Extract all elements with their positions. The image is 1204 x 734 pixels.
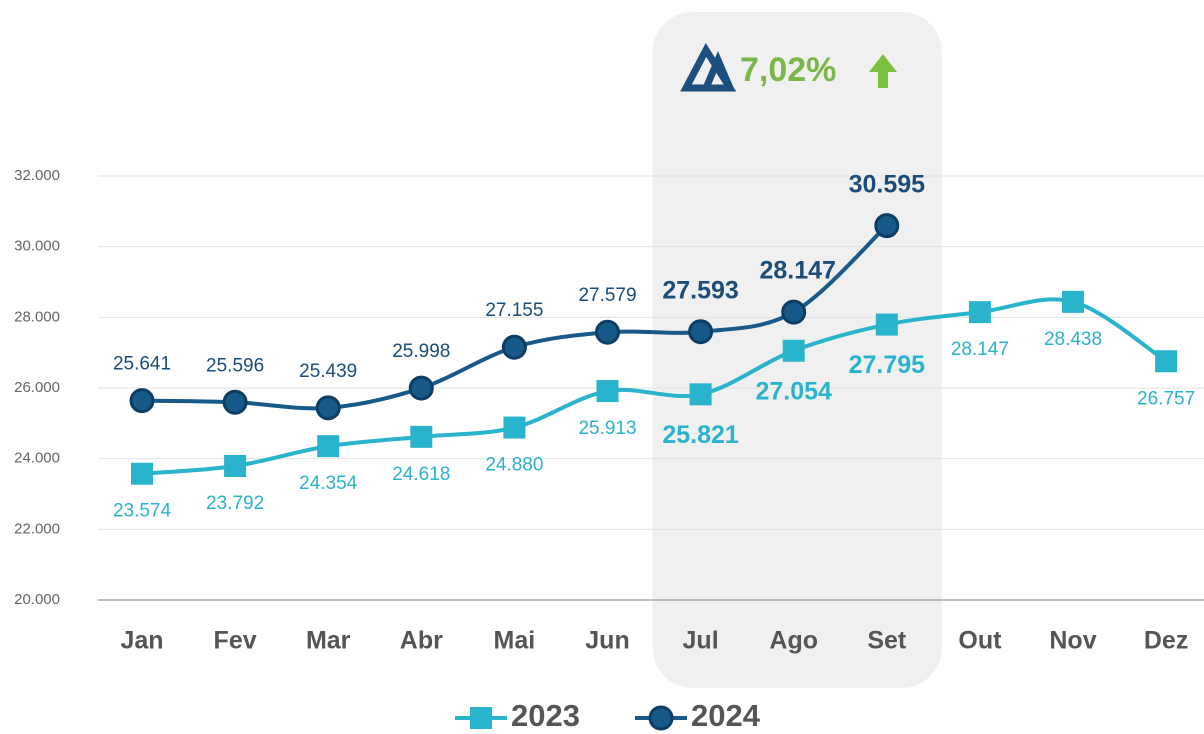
marker	[501, 334, 527, 360]
data-label: 27.155	[485, 300, 543, 321]
data-label: 28.147	[759, 257, 835, 285]
marker	[875, 313, 898, 336]
legend-label: 2024	[691, 698, 761, 733]
data-label: 30.595	[849, 170, 926, 198]
y-tick-label: 32.000	[14, 167, 60, 184]
marker	[1155, 350, 1178, 373]
x-tick-label: Dez	[1144, 627, 1188, 655]
data-label: 25.596	[206, 355, 264, 376]
data-label: 26.757	[1137, 388, 1195, 409]
marker	[968, 301, 991, 324]
data-label: 28.147	[951, 339, 1009, 360]
data-label: 27.593	[662, 276, 738, 304]
data-label: 27.795	[849, 351, 926, 379]
y-tick-label: 26.000	[14, 379, 60, 396]
legend-label: 2023	[511, 698, 580, 733]
data-label: 24.354	[299, 473, 358, 494]
marker	[222, 389, 248, 415]
x-tick-label: Jan	[120, 627, 163, 655]
y-tick-label: 22.000	[14, 520, 60, 537]
x-tick-label: Jul	[683, 627, 719, 655]
x-tick-label: Mar	[306, 627, 351, 655]
data-label: 25.998	[392, 341, 450, 362]
marker	[408, 375, 434, 401]
x-tick-label: Out	[958, 627, 1002, 655]
legend-marker	[648, 705, 674, 731]
data-label: 25.641	[113, 354, 171, 375]
marker	[317, 435, 340, 458]
x-tick-label: Ago	[769, 627, 818, 655]
data-label: 23.792	[206, 493, 264, 514]
x-tick-label: Jun	[585, 627, 629, 655]
x-tick-label: Fev	[214, 627, 257, 655]
y-tick-label: 28.000	[14, 308, 60, 325]
marker	[131, 462, 153, 485]
marker	[1062, 290, 1084, 313]
data-label: 28.438	[1044, 329, 1102, 350]
marker	[129, 388, 155, 414]
x-tick-label: Mai	[494, 627, 536, 655]
data-label: 25.821	[662, 421, 739, 449]
delta-icon	[680, 43, 737, 92]
marker	[224, 455, 247, 478]
marker	[595, 319, 620, 345]
marker	[874, 213, 900, 239]
y-tick-label: 20.000	[14, 591, 60, 608]
marker	[315, 395, 341, 421]
y-tick-label: 30.000	[14, 238, 60, 255]
x-tick-label: Nov	[1049, 627, 1096, 655]
marker	[503, 416, 526, 439]
data-label: 27.054	[755, 377, 832, 405]
data-label: 25.439	[299, 361, 357, 382]
legend-marker	[470, 707, 492, 729]
marker	[410, 425, 433, 448]
data-label: 24.880	[485, 455, 543, 476]
marker	[688, 319, 714, 345]
data-label: 27.579	[578, 285, 636, 306]
data-label: 24.618	[392, 464, 450, 485]
marker	[689, 383, 712, 406]
x-tick-label: Set	[867, 627, 907, 655]
annotation: 7,02%	[740, 51, 836, 89]
data-label: 25.913	[578, 418, 636, 439]
data-label: 23.574	[113, 501, 172, 522]
marker	[781, 299, 807, 325]
x-tick-label: Abr	[400, 627, 443, 655]
marker	[596, 380, 619, 403]
marker	[782, 339, 805, 362]
y-tick-label: 24.000	[14, 450, 60, 467]
up-arrow	[869, 54, 897, 88]
